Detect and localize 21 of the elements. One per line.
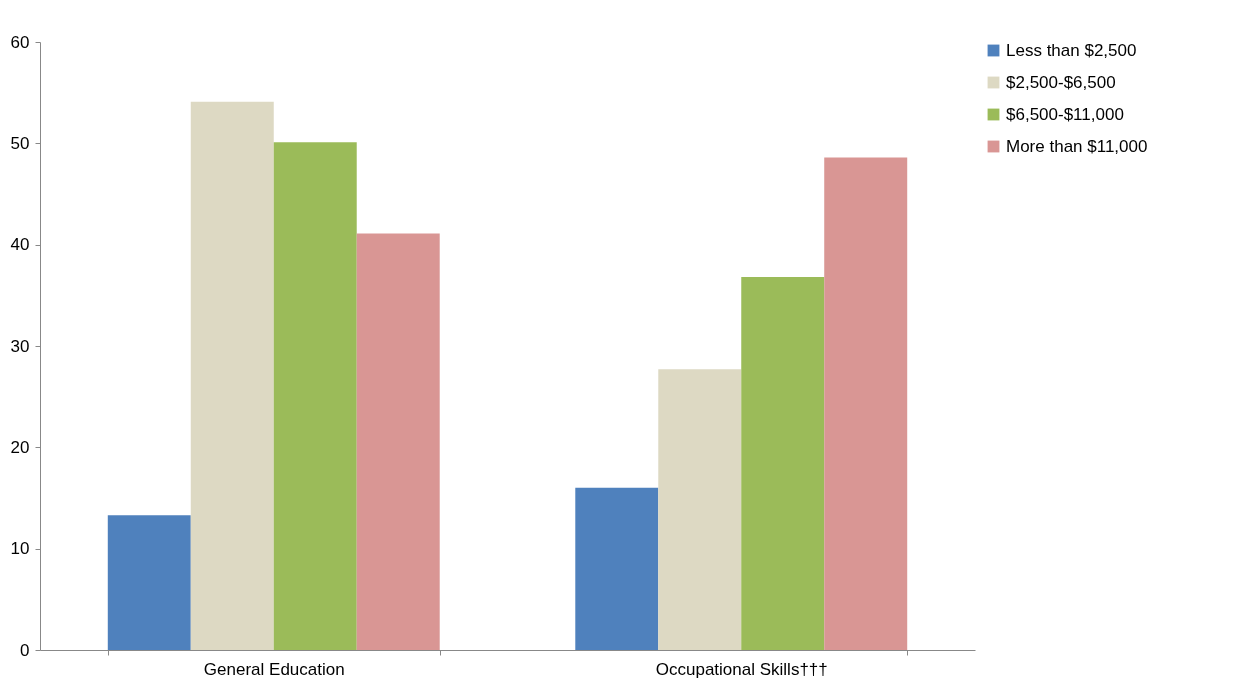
y-tick-label: 60 (10, 32, 30, 52)
legend-label: $2,500-$6,500 (1006, 72, 1116, 92)
legend-label: Less than $2,500 (1006, 40, 1137, 60)
bar (273, 142, 357, 650)
bar (107, 515, 191, 650)
legend-label: More than $11,000 (1006, 136, 1148, 156)
bar (658, 369, 742, 650)
x-tick-label: Occupational Skills††† (655, 659, 828, 679)
y-tick-label: 40 (10, 235, 30, 255)
bar (575, 487, 659, 650)
y-tick-label: 0 (20, 640, 30, 660)
legend-label: $6,500-$11,000 (1006, 104, 1124, 124)
bar (824, 157, 908, 650)
bar (190, 101, 274, 650)
y-tick-label: 10 (10, 539, 30, 559)
y-tick-label: 30 (10, 336, 30, 356)
bar (356, 233, 440, 650)
y-tick-label: 50 (10, 133, 30, 153)
y-tick-label: 20 (10, 437, 30, 457)
bar (741, 277, 825, 650)
x-tick-label: General Education (203, 659, 345, 679)
